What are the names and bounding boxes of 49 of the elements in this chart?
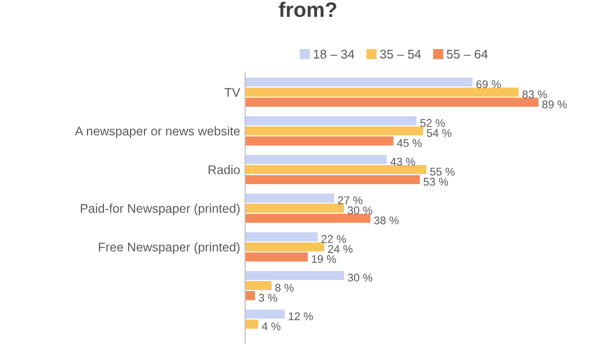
data-label: 3 % [258, 294, 278, 302]
data-label: 4 % [262, 322, 280, 330]
y-tick-label: Paid-for Newspaper (printed) [80, 204, 240, 216]
bar [245, 78, 473, 87]
data-label: 89 % [542, 100, 567, 108]
bar [245, 291, 256, 300]
y-tick-label: Free Newspaper (printed) [98, 242, 240, 254]
legend-label: 35 – 54 [380, 50, 421, 59]
bar [245, 126, 424, 136]
bar [245, 310, 285, 319]
bar [245, 116, 417, 126]
legend-label: 55 – 64 [446, 50, 488, 59]
data-label: 38 % [374, 216, 399, 224]
y-tick-label: TV [224, 88, 240, 97]
bar [245, 320, 258, 329]
bar [245, 281, 272, 290]
data-label: 30 % [348, 206, 372, 214]
bar [245, 204, 344, 213]
data-label: 53 % [424, 178, 448, 186]
data-label: 30 % [348, 274, 372, 282]
legend-label: 18 – 34 [314, 50, 354, 59]
chart-title: from? [278, 2, 336, 18]
bar [245, 232, 318, 242]
bar [245, 88, 519, 97]
data-label: 22 % [322, 235, 346, 243]
bar [245, 270, 344, 280]
bar [245, 136, 394, 146]
data-label: 24 % [328, 245, 352, 253]
y-tick-label: Radio [208, 165, 240, 174]
data-label: 12 % [288, 312, 313, 320]
bar [245, 252, 308, 262]
bar [245, 154, 387, 164]
y-tick-label: A newspaper or news website [74, 126, 240, 138]
bar [245, 165, 426, 174]
data-label: 83 % [522, 90, 547, 98]
data-label: 19 % [312, 255, 336, 263]
data-label: 69 % [476, 80, 501, 88]
data-label: 55 % [430, 168, 455, 176]
data-label: 54 % [426, 129, 452, 137]
data-label: 8 % [275, 284, 294, 292]
bar [245, 242, 324, 252]
data-label: 52 % [420, 119, 445, 127]
bar [245, 98, 538, 107]
bar [245, 175, 420, 184]
bar [245, 194, 334, 203]
data-label: 45 % [397, 139, 422, 147]
bar [245, 214, 370, 223]
data-label: 27 % [338, 196, 362, 204]
data-label: 43 % [390, 158, 416, 166]
